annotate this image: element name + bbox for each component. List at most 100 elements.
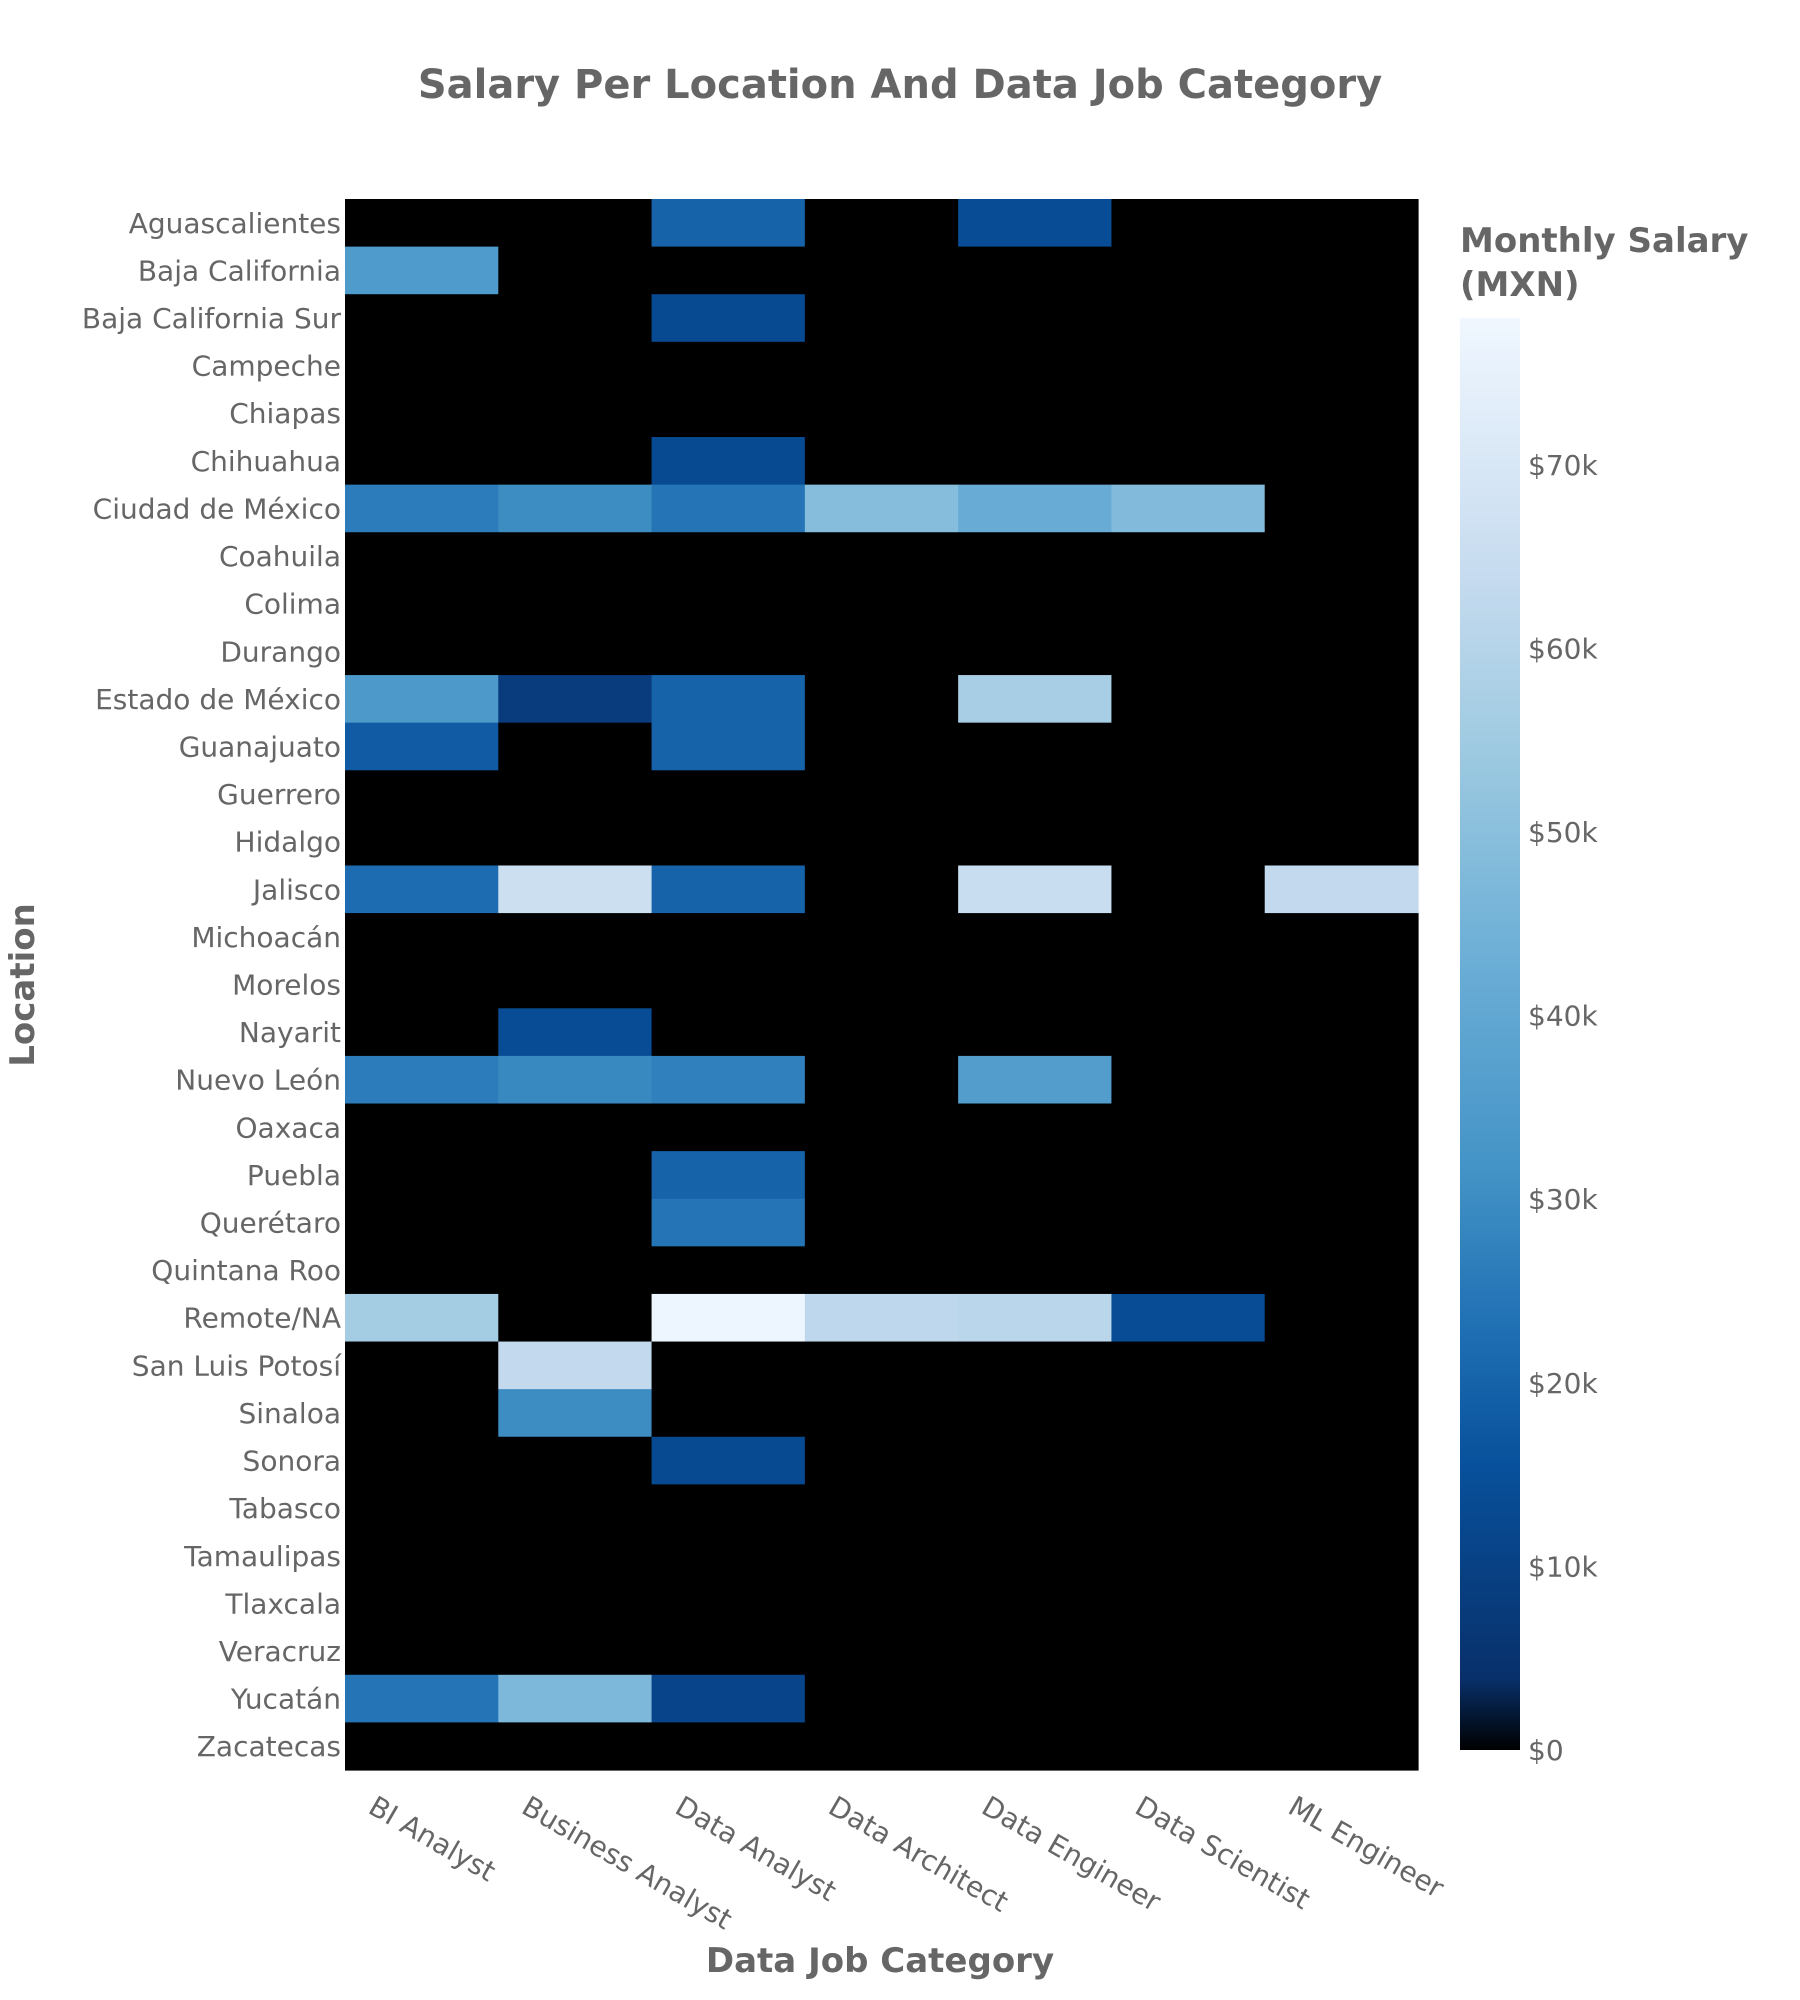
- cell-oaxaca-ml-engineer[interactable]: [1264, 1103, 1419, 1152]
- cell-chiapas-data-architect[interactable]: [804, 389, 959, 438]
- cell-chihuahua-data-analyst[interactable]: [651, 437, 806, 486]
- cell-tlaxcala-bi-analyst[interactable]: [345, 1579, 499, 1628]
- cell-veracruz-business-analyst[interactable]: [498, 1627, 653, 1676]
- cell-veracruz-data-architect[interactable]: [804, 1627, 959, 1676]
- cell-tlaxcala-data-analyst[interactable]: [651, 1579, 806, 1628]
- cell-nayarit-business-analyst[interactable]: [498, 1008, 653, 1057]
- cell-nuevo-leon-bi-analyst[interactable]: [345, 1055, 499, 1105]
- cell-coahuila-data-scientist[interactable]: [1111, 532, 1266, 581]
- cell-jalisco-data-scientist[interactable]: [1111, 865, 1266, 914]
- cell-chihuahua-ml-engineer[interactable]: [1264, 437, 1419, 486]
- cell-estado-de-mexico-business-analyst[interactable]: [498, 675, 653, 724]
- cell-chiapas-data-engineer[interactable]: [958, 389, 1113, 438]
- cell-chihuahua-data-architect[interactable]: [804, 437, 959, 486]
- cell-campeche-ml-engineer[interactable]: [1264, 341, 1419, 391]
- cell-nuevo-leon-data-architect[interactable]: [804, 1055, 959, 1105]
- cell-queretaro-ml-engineer[interactable]: [1264, 1198, 1419, 1247]
- cell-durango-business-analyst[interactable]: [498, 627, 653, 676]
- cell-nuevo-leon-business-analyst[interactable]: [498, 1055, 653, 1105]
- cell-guerrero-business-analyst[interactable]: [498, 770, 653, 819]
- cell-tabasco-ml-engineer[interactable]: [1264, 1484, 1419, 1533]
- cell-jalisco-business-analyst[interactable]: [498, 865, 653, 914]
- cell-quintana-roo-data-analyst[interactable]: [651, 1246, 806, 1295]
- cell-nayarit-bi-analyst[interactable]: [345, 1008, 499, 1057]
- cell-guerrero-data-scientist[interactable]: [1111, 770, 1266, 819]
- cell-remote-na-business-analyst[interactable]: [498, 1293, 653, 1343]
- cell-chiapas-business-analyst[interactable]: [498, 389, 653, 438]
- cell-nayarit-data-scientist[interactable]: [1111, 1008, 1266, 1057]
- cell-guanajuato-ml-engineer[interactable]: [1264, 722, 1419, 771]
- cell-remote-na-ml-engineer[interactable]: [1264, 1293, 1419, 1343]
- cell-yucatan-business-analyst[interactable]: [498, 1674, 653, 1723]
- cell-nuevo-leon-ml-engineer[interactable]: [1264, 1055, 1419, 1105]
- cell-remote-na-data-engineer[interactable]: [958, 1293, 1113, 1343]
- cell-veracruz-data-analyst[interactable]: [651, 1627, 806, 1676]
- cell-campeche-bi-analyst[interactable]: [345, 341, 499, 391]
- cell-morelos-ml-engineer[interactable]: [1264, 960, 1419, 1009]
- cell-aguascalientes-business-analyst[interactable]: [498, 199, 653, 248]
- cell-aguascalientes-data-architect[interactable]: [804, 199, 959, 248]
- cell-michoacan-data-scientist[interactable]: [1111, 913, 1266, 962]
- cell-tamaulipas-data-architect[interactable]: [804, 1531, 959, 1581]
- cell-yucatan-bi-analyst[interactable]: [345, 1674, 499, 1723]
- cell-tabasco-data-architect[interactable]: [804, 1484, 959, 1533]
- cell-zacatecas-ml-engineer[interactable]: [1264, 1722, 1419, 1771]
- cell-michoacan-ml-engineer[interactable]: [1264, 913, 1419, 962]
- cell-veracruz-data-engineer[interactable]: [958, 1627, 1113, 1676]
- cell-queretaro-data-architect[interactable]: [804, 1198, 959, 1247]
- cell-veracruz-data-scientist[interactable]: [1111, 1627, 1266, 1676]
- cell-baja-california-data-analyst[interactable]: [651, 246, 806, 295]
- cell-estado-de-mexico-ml-engineer[interactable]: [1264, 675, 1419, 724]
- cell-veracruz-ml-engineer[interactable]: [1264, 1627, 1419, 1676]
- cell-puebla-data-analyst[interactable]: [651, 1151, 806, 1200]
- cell-baja-california-business-analyst[interactable]: [498, 246, 653, 295]
- cell-tlaxcala-data-scientist[interactable]: [1111, 1579, 1266, 1628]
- cell-jalisco-data-analyst[interactable]: [651, 865, 806, 914]
- cell-zacatecas-business-analyst[interactable]: [498, 1722, 653, 1771]
- cell-puebla-data-scientist[interactable]: [1111, 1151, 1266, 1200]
- cell-remote-na-data-scientist[interactable]: [1111, 1293, 1266, 1343]
- cell-colima-ml-engineer[interactable]: [1264, 579, 1419, 629]
- cell-puebla-data-architect[interactable]: [804, 1151, 959, 1200]
- cell-sinaloa-data-analyst[interactable]: [651, 1389, 806, 1438]
- cell-guerrero-bi-analyst[interactable]: [345, 770, 499, 819]
- cell-yucatan-data-architect[interactable]: [804, 1674, 959, 1723]
- cell-chihuahua-data-scientist[interactable]: [1111, 437, 1266, 486]
- cell-guerrero-data-analyst[interactable]: [651, 770, 806, 819]
- cell-guanajuato-bi-analyst[interactable]: [345, 722, 499, 771]
- cell-estado-de-mexico-data-scientist[interactable]: [1111, 675, 1266, 724]
- cell-sonora-data-analyst[interactable]: [651, 1436, 806, 1485]
- cell-san-luis-potosi-ml-engineer[interactable]: [1264, 1341, 1419, 1390]
- cell-coahuila-data-engineer[interactable]: [958, 532, 1113, 581]
- cell-michoacan-data-analyst[interactable]: [651, 913, 806, 962]
- cell-remote-na-data-architect[interactable]: [804, 1293, 959, 1343]
- cell-jalisco-bi-analyst[interactable]: [345, 865, 499, 914]
- cell-baja-california-sur-ml-engineer[interactable]: [1264, 294, 1419, 343]
- cell-baja-california-data-engineer[interactable]: [958, 246, 1113, 295]
- cell-veracruz-bi-analyst[interactable]: [345, 1627, 499, 1676]
- cell-baja-california-sur-data-analyst[interactable]: [651, 294, 806, 343]
- cell-campeche-data-engineer[interactable]: [958, 341, 1113, 391]
- cell-queretaro-bi-analyst[interactable]: [345, 1198, 499, 1247]
- cell-durango-data-analyst[interactable]: [651, 627, 806, 676]
- cell-baja-california-sur-bi-analyst[interactable]: [345, 294, 499, 343]
- cell-guerrero-data-architect[interactable]: [804, 770, 959, 819]
- cell-tamaulipas-data-scientist[interactable]: [1111, 1531, 1266, 1581]
- cell-colima-bi-analyst[interactable]: [345, 579, 499, 629]
- cell-san-luis-potosi-data-analyst[interactable]: [651, 1341, 806, 1390]
- cell-hidalgo-data-architect[interactable]: [804, 817, 959, 867]
- cell-oaxaca-business-analyst[interactable]: [498, 1103, 653, 1152]
- cell-campeche-business-analyst[interactable]: [498, 341, 653, 391]
- cell-baja-california-sur-data-engineer[interactable]: [958, 294, 1113, 343]
- cell-puebla-business-analyst[interactable]: [498, 1151, 653, 1200]
- cell-tlaxcala-ml-engineer[interactable]: [1264, 1579, 1419, 1628]
- cell-durango-ml-engineer[interactable]: [1264, 627, 1419, 676]
- cell-durango-bi-analyst[interactable]: [345, 627, 499, 676]
- cell-queretaro-business-analyst[interactable]: [498, 1198, 653, 1247]
- cell-quintana-roo-bi-analyst[interactable]: [345, 1246, 499, 1295]
- cell-tlaxcala-data-architect[interactable]: [804, 1579, 959, 1628]
- cell-chihuahua-data-engineer[interactable]: [958, 437, 1113, 486]
- cell-quintana-roo-data-scientist[interactable]: [1111, 1246, 1266, 1295]
- cell-michoacan-data-engineer[interactable]: [958, 913, 1113, 962]
- cell-sinaloa-business-analyst[interactable]: [498, 1389, 653, 1438]
